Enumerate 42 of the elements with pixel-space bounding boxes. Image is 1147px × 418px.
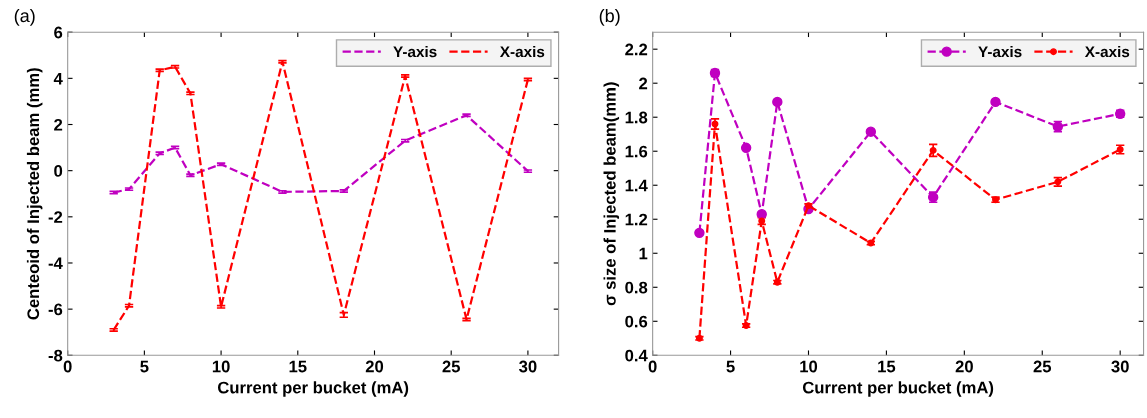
y-tick-label: -4 — [48, 257, 63, 270]
x-tick-label: 30 — [519, 360, 537, 373]
y-tick-label: 2 — [639, 77, 648, 90]
y-tick-label: 0.6 — [625, 315, 648, 328]
y-tick-label: 0 — [54, 165, 63, 177]
x-tick-label: 25 — [442, 360, 461, 373]
y-axis-title: Centeoid of Injected beam (mm) — [26, 68, 43, 320]
legend-label: Y-axis — [393, 45, 437, 58]
y-tick-label: 0.8 — [625, 281, 648, 294]
x-tick-label: 0 — [648, 360, 657, 373]
y-tick-label: 1.4 — [625, 179, 648, 192]
x-tick-label: 30 — [1111, 360, 1129, 373]
x-axis-title: Current per bucket (mA) — [217, 381, 409, 397]
y-tick-label: 0.4 — [625, 349, 648, 362]
text: (a) — [14, 8, 35, 26]
x-tick-label: 5 — [726, 360, 735, 373]
x-tick-label: 5 — [140, 360, 149, 373]
x-axis-title: Current per bucket (mA) — [802, 381, 994, 397]
y-tick-label: -2 — [48, 211, 63, 223]
x-tick-label: 25 — [1033, 360, 1052, 373]
y-tick-label: 4 — [53, 72, 63, 85]
x-tick-label: 15 — [289, 360, 307, 373]
y-tick-label: 1.2 — [625, 213, 648, 226]
x-tick-label: 20 — [955, 360, 973, 373]
x-tick-label: 15 — [878, 360, 896, 373]
y-tick-label: 2 — [54, 118, 63, 131]
y-tick-label: 2.2 — [625, 43, 648, 56]
y-tick-label: -6 — [48, 303, 63, 316]
x-tick-label: 20 — [365, 360, 384, 373]
x-tick-label: 0 — [63, 360, 72, 373]
x-tick-label: 10 — [800, 360, 818, 373]
y-tick-label: 1.8 — [625, 111, 648, 124]
legend-label: X-axis — [499, 45, 545, 58]
y-tick-label: 6 — [54, 26, 63, 39]
text: (b) — [599, 8, 620, 26]
x-tick-label: 10 — [212, 360, 230, 373]
y-tick-label: 1.6 — [625, 145, 648, 158]
y-axis-title: σ size of Injected beam(mm) — [603, 82, 620, 306]
legend-label: X-axis — [1084, 45, 1130, 58]
y-tick-label: 1 — [639, 247, 648, 260]
y-tick-label: -8 — [48, 349, 63, 362]
legend-label: Y-axis — [978, 45, 1022, 58]
